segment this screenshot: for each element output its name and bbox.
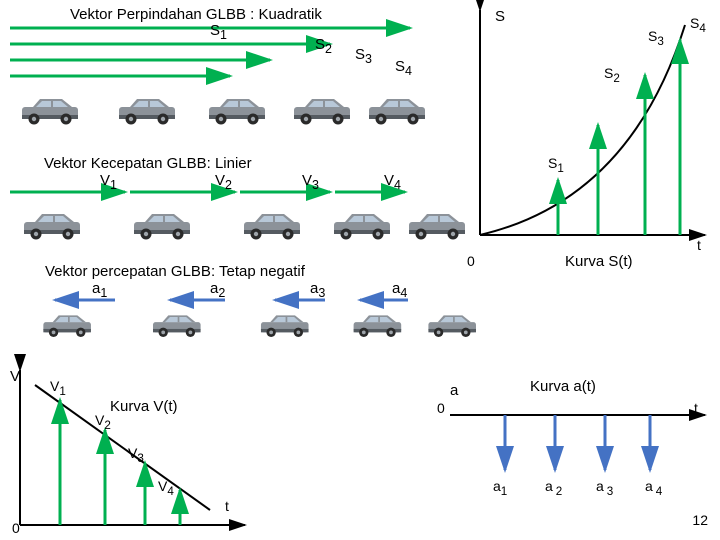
label-v3: V3	[302, 172, 319, 192]
title-curve-a: Kurva a(t)	[530, 378, 596, 395]
chart-v-zero: 0	[12, 520, 20, 536]
label-s3: S3	[355, 46, 372, 66]
chart-s-zero: 0	[467, 253, 475, 269]
label-a4: a4	[392, 280, 407, 300]
title-curve-v: Kurva V(t)	[110, 398, 178, 415]
page-number: 12	[692, 512, 708, 528]
chart-s-s4: S4	[690, 15, 706, 35]
title-velocity: Vektor Kecepatan GLBB: Linier	[44, 155, 252, 172]
chart-v-v1: V1	[50, 378, 66, 398]
cars-row-1	[22, 99, 425, 125]
chart-s-ylabel: S	[495, 8, 505, 25]
label-s4: S4	[395, 58, 412, 78]
chart-s-s3: S3	[648, 28, 664, 48]
title-acceleration: Vektor percepatan GLBB: Tetap negatif	[45, 263, 305, 280]
chart-v-v3: V3	[128, 445, 144, 465]
chart-a-a3: a3	[596, 478, 613, 498]
cars-row-3	[43, 315, 476, 337]
label-a2: a2	[210, 280, 225, 300]
label-v1: V1	[100, 172, 117, 192]
chart-s-s2: S2	[604, 65, 620, 85]
label-v2: V2	[215, 172, 232, 192]
chart-s-t: t	[697, 237, 701, 253]
chart-a-a2: a2	[545, 478, 562, 498]
chart-a-a1: a1	[493, 478, 507, 498]
label-a3: a3	[310, 280, 325, 300]
label-a1: a1	[92, 280, 107, 300]
chart-s	[480, 10, 705, 235]
chart-v-t: t	[225, 498, 229, 514]
chart-a	[450, 415, 705, 470]
cars-row-2	[24, 214, 465, 240]
label-s2: S2	[315, 36, 332, 56]
chart-a-a4: a4	[645, 478, 662, 498]
title-displacement: Vektor Perpindahan GLBB : Kuadratik	[70, 6, 322, 23]
chart-a-zero: 0	[437, 400, 445, 416]
chart-v-v4: V4	[158, 478, 174, 498]
label-v4: V4	[384, 172, 401, 192]
chart-v-ylabel: V	[10, 368, 20, 385]
chart-a-ylabel: a	[450, 382, 458, 399]
chart-v-v2: V2	[95, 412, 111, 432]
chart-s-s1: S1	[548, 155, 564, 175]
chart-a-t: t	[694, 400, 698, 416]
title-curve-s: Kurva S(t)	[565, 253, 633, 270]
label-s1: S1	[210, 22, 227, 42]
